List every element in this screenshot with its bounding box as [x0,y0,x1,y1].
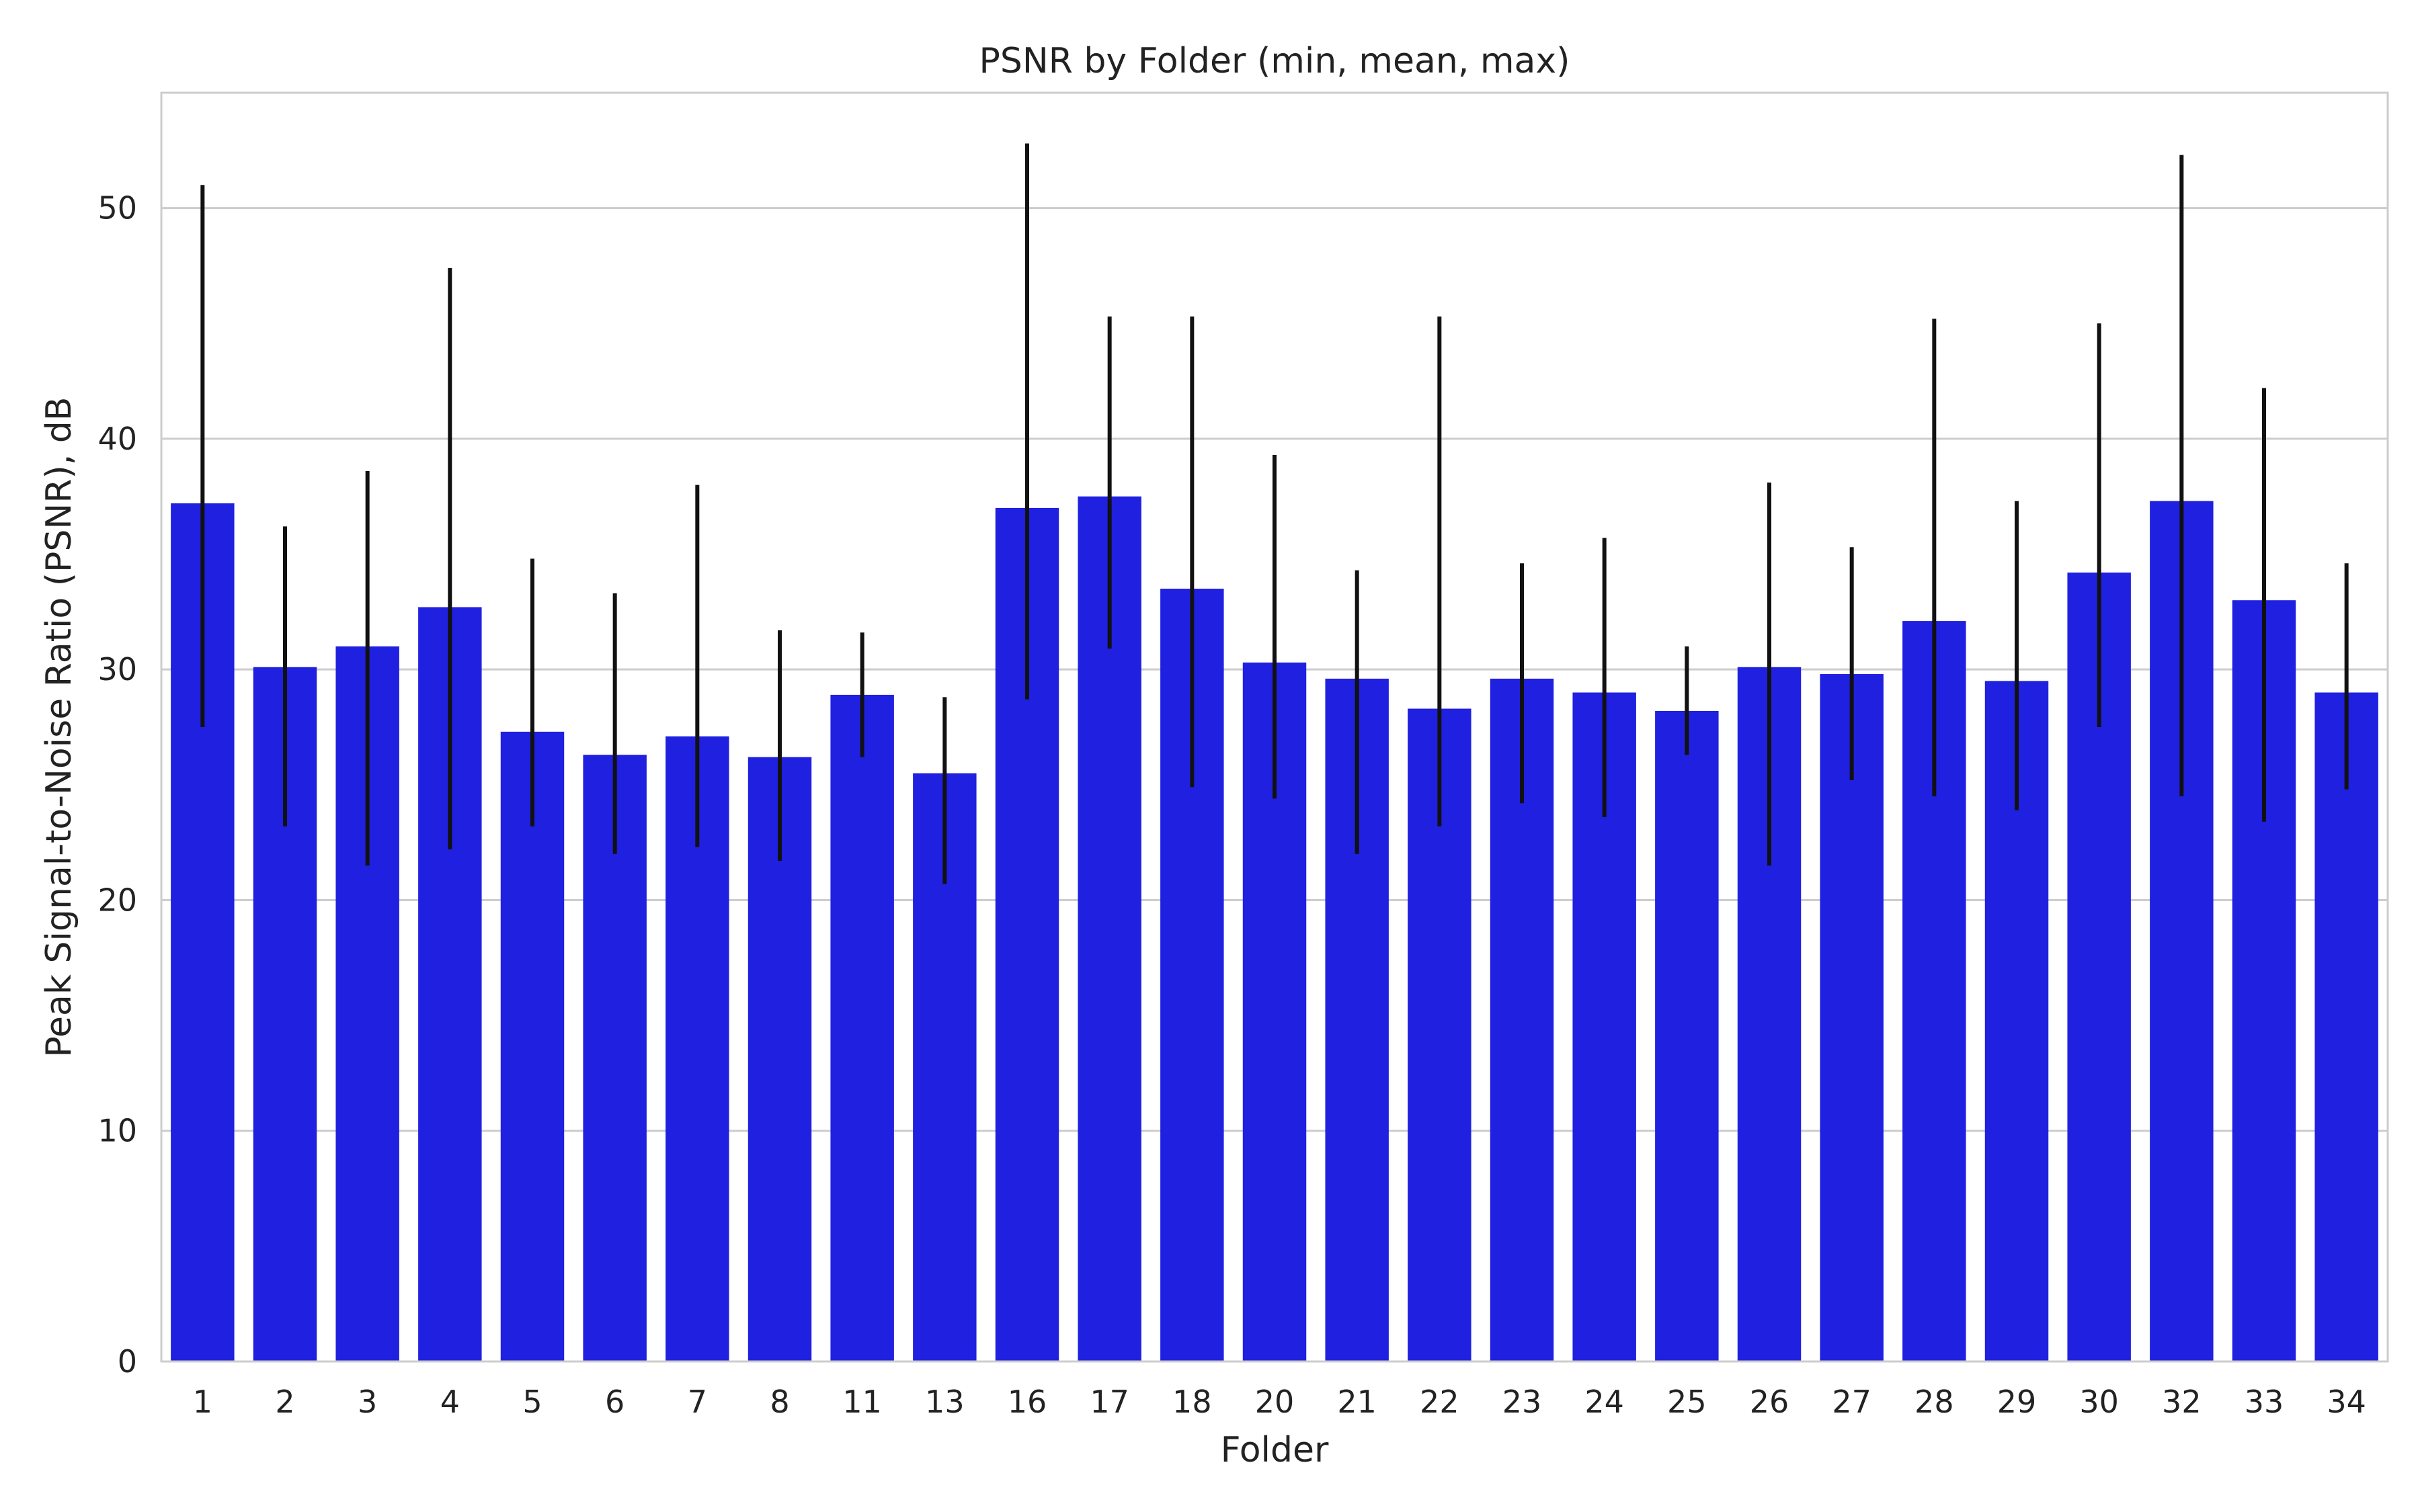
x-tick-label: 21 [1337,1384,1377,1420]
plot-frame [160,91,2389,1363]
x-tick-label: 32 [2162,1384,2202,1420]
x-tick-label: 3 [358,1384,377,1420]
x-tick-label: 29 [1997,1384,2037,1420]
y-tick-label: 40 [97,421,137,457]
x-axis-label: Folder [1221,1430,1329,1470]
x-tick-label: 33 [2245,1384,2284,1420]
x-tick-label: 13 [925,1384,965,1420]
bar-folder-27 [1820,674,1884,1361]
x-tick-label: 28 [1914,1384,1954,1420]
y-tick-label: 10 [97,1113,137,1149]
x-tick-label: 2 [275,1384,294,1420]
bar-folder-5 [500,731,565,1361]
x-tick-label: 8 [770,1384,789,1420]
y-tick-label: 50 [97,190,137,226]
x-tick-label: 20 [1255,1384,1295,1420]
chart-title: PSNR by Folder (min, mean, max) [979,41,1570,81]
y-axis-label: Peak Signal-to-Noise Ratio (PSNR), dB [39,397,79,1058]
x-tick-label: 1 [193,1384,212,1420]
x-tick-label: 30 [2079,1384,2119,1420]
y-tick-label: 20 [97,882,137,918]
x-tick-label: 23 [1502,1384,1542,1420]
error-bars [200,143,2349,884]
x-tick-label: 17 [1090,1384,1129,1420]
bar-folder-6 [583,755,647,1361]
y-tick-labels: 0 10 20 30 40 50 [97,190,137,1380]
y-tick-label: 30 [97,651,137,687]
bar-folder-25 [1655,710,1719,1361]
x-tick-label: 16 [1008,1384,1047,1420]
x-tick-label: 22 [1420,1384,1459,1420]
bars [171,496,2378,1362]
y-tick-label: 0 [118,1343,137,1380]
x-tick-label: 7 [688,1384,707,1420]
x-tick-label: 27 [1832,1384,1871,1420]
x-tick-label: 11 [842,1384,882,1420]
x-tick-labels: 1 2 3 4 5 6 7 8 11 13 16 17 18 20 21 22 23 24 25 26 27 28 29 30… [193,1384,2366,1420]
x-tick-label: 34 [2327,1384,2366,1420]
x-tick-label: 5 [522,1384,542,1420]
x-tick-label: 25 [1667,1384,1707,1420]
x-tick-label: 24 [1584,1384,1624,1420]
x-tick-label: 6 [605,1384,624,1420]
x-tick-label: 18 [1172,1384,1212,1420]
bar-folder-34 [2314,692,2378,1361]
x-tick-label: 4 [440,1384,460,1420]
bar-folder-11 [830,694,894,1361]
x-tick-label: 26 [1750,1384,1789,1420]
